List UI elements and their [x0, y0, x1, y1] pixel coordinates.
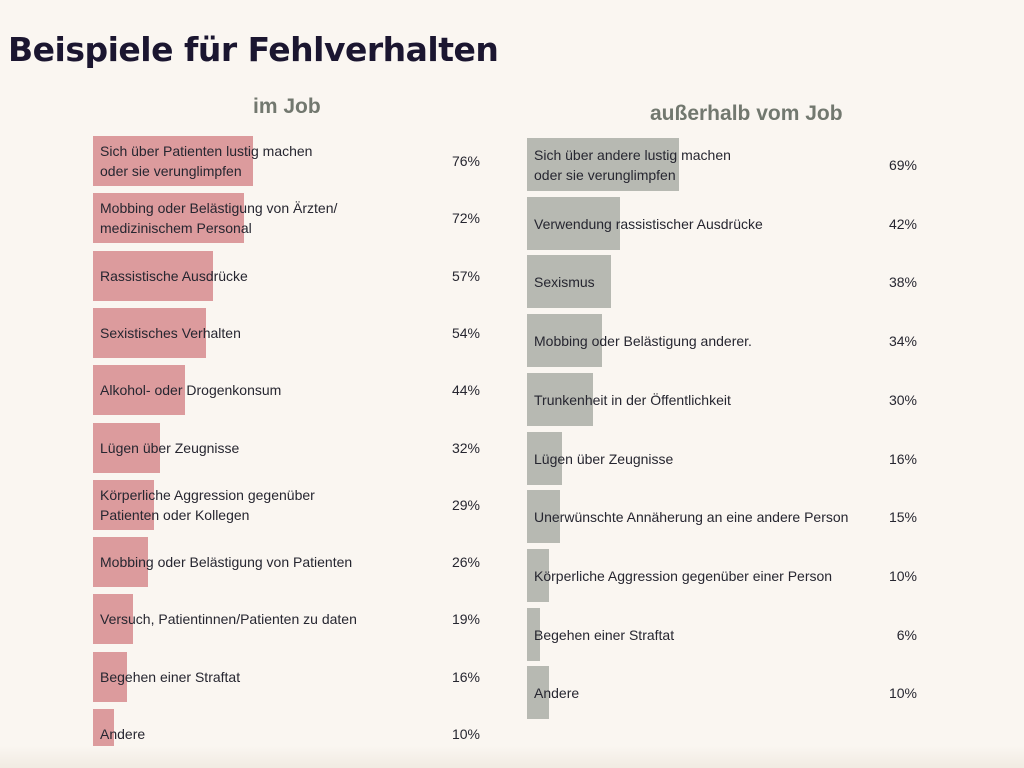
job-bar-label: Lügen über Zeugnisse [100, 440, 240, 456]
job-row: Begehen einer Straftat 16% [93, 652, 480, 702]
outside-bar-label: Andere [534, 684, 580, 701]
outside-bar [527, 549, 549, 602]
job-row: Rassistische Ausdrücke 57% [93, 251, 480, 301]
job-bar [93, 251, 213, 301]
chart-title: Beispiele für Fehlverhalten [8, 30, 499, 69]
outside-value-label: 38% [888, 273, 917, 290]
job-bar [93, 136, 253, 186]
bottom-strip [0, 746, 1024, 768]
job-value-label: 44% [451, 382, 480, 398]
job-bar-label: Mobbing oder Belästigung von Ärzten/medi… [100, 200, 338, 236]
outside-row: Sich über andere lustig machen oder sie v… [527, 138, 917, 191]
job-value-label: 32% [451, 440, 480, 456]
job-value-label: 54% [451, 325, 480, 341]
job-bar [93, 423, 160, 473]
outside-bar [527, 314, 602, 367]
job-bar-label: Versuch, Patientinnen/Patienten zu daten [100, 611, 357, 627]
outside-value-label: 34% [888, 332, 917, 349]
outside-row: Lügen über Zeugnisse 16% [527, 432, 917, 485]
job-bar-label: Sexistisches Verhalten [100, 325, 241, 341]
outside-row: Sexismus 38% [527, 255, 917, 308]
job-row: Körperliche Aggression gegenüber Patiente… [93, 480, 480, 530]
outside-bar-label: Unerwünschte Annäherung an eine andere P… [534, 508, 849, 525]
outside-bar [527, 666, 549, 719]
outside-bar-label: Mobbing oder Belästigung anderer. [534, 332, 752, 349]
outside-row: Verwendung rassistischer Ausdrücke 42% [527, 197, 917, 250]
job-bar-label: Körperliche Aggression gegenüber Patiente… [100, 487, 315, 523]
outside-bar [527, 138, 679, 191]
job-bar-label: Rassistische Ausdrücke [100, 268, 248, 284]
job-row: Lügen über Zeugnisse 32% [93, 423, 480, 473]
job-bar [93, 537, 148, 587]
job-bar-label: Begehen einer Straftat [100, 669, 241, 685]
outside-bar-label: Körperliche Aggression gegenüber einer P… [534, 567, 833, 584]
outside-value-label: 16% [888, 450, 917, 467]
outside-value-label: 10% [888, 567, 917, 584]
outside-value-label: 15% [888, 508, 917, 525]
job-value-label: 29% [451, 497, 480, 513]
job-bar [93, 365, 185, 415]
outside-row: Mobbing oder Belästigung anderer. 34% [527, 314, 917, 367]
job-row: Mobbing oder Belästigung von Ärzten/medi… [93, 193, 480, 243]
job-bar-label: Alkohol- oder Drogenkonsum [100, 382, 282, 398]
outside-bar-label: Begehen einer Straftat [534, 626, 675, 643]
job-value-label: 16% [451, 669, 480, 685]
outside-row: Trunkenheit in der Öffentlichkeit 30% [527, 373, 917, 426]
job-value-label: 10% [451, 726, 480, 742]
outside-bar-label: Lügen über Zeugnisse [534, 450, 674, 467]
outside-bar [527, 432, 562, 485]
job-value-label: 57% [451, 268, 480, 284]
outside-bar [527, 490, 560, 543]
job-value-label: 19% [451, 611, 480, 627]
job-bar [93, 308, 206, 358]
outside-bar [527, 373, 593, 426]
outside-row: Andere 10% [527, 666, 917, 719]
job-bar-label: Andere [100, 726, 146, 742]
outside-bar [527, 608, 540, 661]
job-row: Sexistisches Verhalten 54% [93, 308, 480, 358]
outside-value-label: 6% [896, 626, 917, 643]
job-bar [93, 594, 133, 644]
job-value-label: 26% [451, 554, 480, 570]
outside-bar-label: Sich über andere lustig machen oder sie v… [534, 146, 731, 183]
job-bar [93, 652, 127, 702]
outside-bar-label: Sexismus [534, 273, 595, 290]
outside-value-label: 10% [888, 684, 917, 701]
job-row: Mobbing oder Belästigung von Patienten 26… [93, 537, 480, 587]
outside-value-label: 69% [888, 156, 917, 173]
job-row: Sich über Patienten lustig machen oder si… [93, 136, 480, 186]
outside-row: Körperliche Aggression gegenüber einer P… [527, 549, 917, 602]
subtitle-ausserhalb-job: außerhalb vom Job [650, 102, 843, 125]
job-bar [93, 480, 154, 530]
job-bar-label: Sich über Patienten lustig machen oder si… [100, 143, 313, 179]
outside-row: Begehen einer Straftat 6% [527, 608, 917, 661]
job-bar-label: Mobbing oder Belästigung von Patienten [100, 554, 353, 570]
job-value-label: 72% [451, 210, 480, 226]
outside-bar [527, 255, 611, 308]
job-row: Versuch, Patientinnen/Patienten zu daten… [93, 594, 480, 644]
subtitle-im-job: im Job [253, 95, 321, 118]
outside-value-label: 42% [888, 215, 917, 232]
outside-row: Unerwünschte Annäherung an eine andere P… [527, 490, 917, 543]
outside-value-label: 30% [888, 391, 917, 408]
outside-bar-label: Verwendung rassistischer Ausdrücke [534, 215, 763, 232]
job-bar [93, 193, 244, 243]
job-value-label: 76% [451, 153, 480, 169]
job-row: Alkohol- oder Drogenkonsum 44% [93, 365, 480, 415]
outside-bar [527, 197, 620, 250]
outside-bar-label: Trunkenheit in der Öffentlichkeit [534, 391, 731, 408]
